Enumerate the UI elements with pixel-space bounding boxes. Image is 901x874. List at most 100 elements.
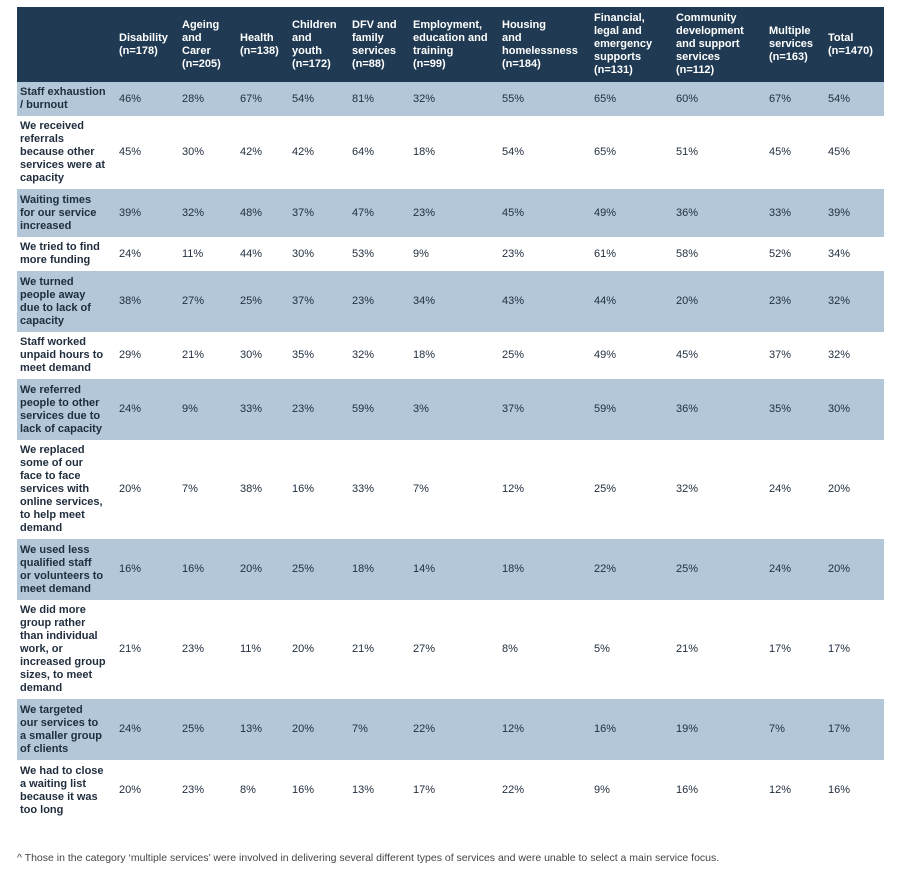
table-row: We tried to find more funding 24% 11% 44% 30… — [17, 237, 884, 271]
value-cell: 30% — [179, 116, 237, 189]
value-cell: 37% — [766, 332, 825, 379]
value-cell: 64% — [349, 116, 410, 189]
value-cell: 30% — [825, 379, 884, 440]
value-cell: 12% — [499, 440, 591, 539]
value-cell: 3% — [410, 379, 499, 440]
column-header: Community development and support servic… — [673, 7, 766, 82]
value-cell: 22% — [591, 539, 673, 600]
value-cell: 59% — [349, 379, 410, 440]
value-cell: 53% — [349, 237, 410, 271]
value-cell: 7% — [349, 699, 410, 760]
value-cell: 18% — [410, 116, 499, 189]
row-label: We referred people to other services due… — [17, 379, 116, 440]
column-header: Housing and homelessness (n=184) — [499, 7, 591, 82]
value-cell: 27% — [410, 600, 499, 699]
value-cell: 38% — [116, 271, 179, 332]
column-header: Total (n=1470) — [825, 7, 884, 82]
value-cell: 45% — [766, 116, 825, 189]
value-cell: 8% — [499, 600, 591, 699]
value-cell: 34% — [825, 237, 884, 271]
value-cell: 48% — [237, 189, 289, 237]
value-cell: 23% — [349, 271, 410, 332]
header-cell-empty — [17, 7, 116, 82]
value-cell: 55% — [499, 82, 591, 116]
value-cell: 32% — [825, 271, 884, 332]
value-cell: 45% — [673, 332, 766, 379]
value-cell: 20% — [289, 600, 349, 699]
value-cell: 35% — [289, 332, 349, 379]
value-cell: 17% — [825, 600, 884, 699]
value-cell: 24% — [116, 699, 179, 760]
row-label: We used less qualified staff or voluntee… — [17, 539, 116, 600]
value-cell: 46% — [116, 82, 179, 116]
value-cell: 23% — [179, 600, 237, 699]
value-cell: 39% — [825, 189, 884, 237]
value-cell: 18% — [410, 332, 499, 379]
row-label: We had to close a waiting list because i… — [17, 760, 116, 821]
row-label: We turned people away due to lack of cap… — [17, 271, 116, 332]
value-cell: 16% — [179, 539, 237, 600]
value-cell: 45% — [499, 189, 591, 237]
value-cell: 23% — [179, 760, 237, 821]
value-cell: 32% — [825, 332, 884, 379]
value-cell: 38% — [237, 440, 289, 539]
row-label: We replaced some of our face to face ser… — [17, 440, 116, 539]
value-cell: 39% — [116, 189, 179, 237]
value-cell: 25% — [591, 440, 673, 539]
value-cell: 67% — [766, 82, 825, 116]
value-cell: 65% — [591, 82, 673, 116]
value-cell: 7% — [179, 440, 237, 539]
column-header: Multiple services (n=163) — [766, 7, 825, 82]
table-row: We did more group rather than individual… — [17, 600, 884, 699]
value-cell: 17% — [766, 600, 825, 699]
value-cell: 19% — [673, 699, 766, 760]
table-row: Staff exhaustion / burnout 46% 28% 67% 54% 81… — [17, 82, 884, 116]
value-cell: 13% — [237, 699, 289, 760]
value-cell: 24% — [766, 440, 825, 539]
column-header: Children and youth (n=172) — [289, 7, 349, 82]
value-cell: 33% — [237, 379, 289, 440]
value-cell: 37% — [289, 271, 349, 332]
value-cell: 24% — [116, 237, 179, 271]
value-cell: 20% — [825, 440, 884, 539]
value-cell: 67% — [237, 82, 289, 116]
column-header: Financial, legal and emergency supports … — [591, 7, 673, 82]
value-cell: 23% — [766, 271, 825, 332]
row-label: Staff worked unpaid hours to meet demand — [17, 332, 116, 379]
value-cell: 24% — [766, 539, 825, 600]
row-label: We targeted our services to a smaller gr… — [17, 699, 116, 760]
value-cell: 5% — [591, 600, 673, 699]
value-cell: 45% — [825, 116, 884, 189]
value-cell: 14% — [410, 539, 499, 600]
value-cell: 23% — [289, 379, 349, 440]
results-table: Disability (n=178) Ageing and Carer (n=20… — [17, 7, 884, 821]
table-row: We targeted our services to a smaller gr… — [17, 699, 884, 760]
column-header: Health (n=138) — [237, 7, 289, 82]
value-cell: 36% — [673, 189, 766, 237]
value-cell: 8% — [237, 760, 289, 821]
value-cell: 42% — [237, 116, 289, 189]
value-cell: 21% — [673, 600, 766, 699]
value-cell: 21% — [179, 332, 237, 379]
value-cell: 23% — [499, 237, 591, 271]
value-cell: 33% — [349, 440, 410, 539]
value-cell: 25% — [499, 332, 591, 379]
value-cell: 17% — [825, 699, 884, 760]
value-cell: 12% — [499, 699, 591, 760]
table-row: We received referrals because other serv… — [17, 116, 884, 189]
value-cell: 43% — [499, 271, 591, 332]
value-cell: 37% — [499, 379, 591, 440]
table-row: We referred people to other services due… — [17, 379, 884, 440]
value-cell: 9% — [410, 237, 499, 271]
value-cell: 32% — [349, 332, 410, 379]
value-cell: 7% — [766, 699, 825, 760]
value-cell: 42% — [289, 116, 349, 189]
value-cell: 11% — [179, 237, 237, 271]
value-cell: 60% — [673, 82, 766, 116]
value-cell: 25% — [237, 271, 289, 332]
value-cell: 22% — [499, 760, 591, 821]
value-cell: 49% — [591, 332, 673, 379]
value-cell: 16% — [825, 760, 884, 821]
table-row: We turned people away due to lack of cap… — [17, 271, 884, 332]
row-label: We received referrals because other serv… — [17, 116, 116, 189]
